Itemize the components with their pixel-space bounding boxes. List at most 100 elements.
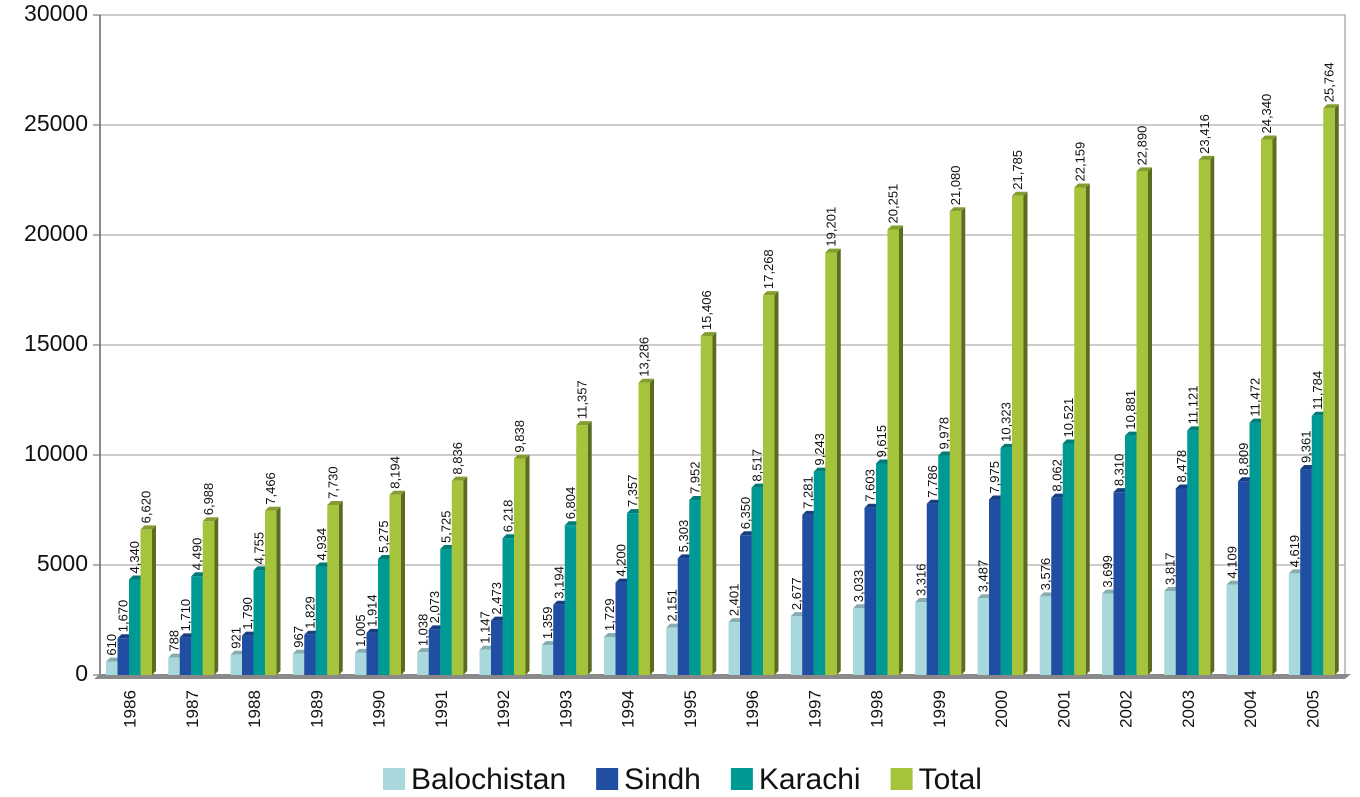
bar-side — [899, 225, 903, 675]
x-tick-label: 1996 — [743, 690, 762, 728]
bar — [763, 295, 775, 675]
bar-top — [327, 500, 343, 505]
data-label: 1,670 — [116, 600, 131, 633]
bar — [1136, 171, 1148, 676]
y-tick-label: 20000 — [24, 220, 88, 246]
bar-side — [650, 378, 654, 675]
data-label: 921 — [229, 627, 244, 649]
bar-top — [887, 225, 903, 230]
data-label: 2,677 — [789, 578, 804, 611]
data-label: 10,323 — [999, 402, 1014, 442]
bar-top — [763, 291, 779, 296]
bar — [304, 634, 316, 675]
x-tick-label: 1994 — [619, 690, 638, 728]
bar-top — [576, 421, 592, 426]
data-label: 7,786 — [925, 465, 940, 498]
data-label: 9,615 — [874, 425, 889, 458]
bar — [502, 538, 514, 675]
data-label: 7,975 — [987, 461, 1002, 494]
bar — [315, 566, 328, 675]
bar — [864, 507, 876, 675]
y-tick-label: 15000 — [24, 330, 88, 356]
bar — [1249, 422, 1261, 675]
bar — [728, 622, 740, 675]
x-tick-label: 1992 — [494, 690, 513, 728]
bar-side — [1210, 155, 1215, 675]
bar — [1175, 488, 1188, 675]
data-label: 8,478 — [1174, 450, 1189, 483]
data-label: 8,062 — [1049, 459, 1064, 492]
data-label: 7,603 — [863, 469, 878, 502]
data-label: 1,359 — [540, 607, 555, 640]
x-tick-label: 2005 — [1303, 690, 1322, 728]
x-tick-label: 1987 — [183, 690, 202, 728]
bar — [179, 637, 192, 675]
bar-top — [825, 248, 841, 253]
y-tick-label: 30000 — [24, 0, 88, 26]
data-label: 1,710 — [178, 599, 193, 632]
data-label: 25,764 — [1321, 62, 1336, 102]
bar-side — [338, 500, 343, 675]
data-label: 7,952 — [687, 462, 702, 495]
data-label: 2,401 — [727, 584, 742, 617]
data-label: 9,978 — [936, 417, 951, 450]
legend-swatch — [730, 768, 753, 790]
bar-top — [265, 506, 281, 511]
bar — [564, 525, 577, 675]
bar — [689, 500, 701, 675]
data-label: 6,804 — [563, 487, 578, 520]
legend-label: Balochistan — [411, 763, 566, 796]
bar — [1051, 497, 1063, 675]
legend-swatch — [596, 768, 619, 790]
bar — [615, 582, 627, 675]
data-label: 4,619 — [1287, 535, 1302, 568]
bar — [1074, 187, 1086, 675]
data-label: 9,838 — [512, 420, 527, 453]
x-tick-label: 1995 — [681, 690, 700, 728]
bar-side — [587, 421, 592, 675]
bar — [1039, 596, 1052, 675]
bar — [553, 604, 565, 675]
data-label: 610 — [104, 634, 119, 656]
data-label: 24,340 — [1259, 94, 1274, 134]
bar — [265, 510, 277, 675]
bar — [327, 504, 339, 675]
bar — [1012, 195, 1024, 676]
bar — [451, 480, 464, 675]
bar-side — [401, 490, 405, 675]
data-label: 2,073 — [427, 591, 442, 624]
data-label: 22,890 — [1135, 126, 1150, 166]
x-tick-label: 2004 — [1241, 690, 1260, 728]
bar — [1187, 430, 1199, 675]
bar — [802, 514, 814, 675]
bar-top — [140, 525, 156, 530]
bar — [1125, 435, 1137, 675]
data-label: 23,416 — [1197, 114, 1212, 154]
data-label: 21,080 — [948, 165, 963, 205]
bar-side — [1085, 183, 1090, 675]
bar — [876, 463, 888, 675]
x-tick-label: 1991 — [432, 690, 451, 728]
legend-swatch — [890, 768, 913, 790]
bar-top — [949, 207, 966, 212]
bar — [1226, 584, 1238, 675]
data-label: 1,790 — [240, 597, 255, 630]
data-label: 15,406 — [699, 290, 714, 330]
bar — [253, 570, 265, 675]
bar — [825, 252, 837, 675]
data-label: 1,729 — [602, 598, 617, 631]
bar — [1198, 159, 1211, 675]
bar-top — [202, 517, 219, 522]
bar-top — [1012, 191, 1028, 196]
bar — [378, 558, 390, 675]
bar — [514, 458, 526, 675]
legend-swatch — [383, 768, 406, 790]
data-label: 5,725 — [438, 511, 453, 544]
x-tick-label: 1997 — [805, 690, 824, 728]
data-label: 1,147 — [478, 611, 493, 644]
bar-top — [700, 332, 717, 337]
bar — [1261, 139, 1273, 675]
y-tick-label: 25000 — [24, 110, 88, 136]
legend-label: Sindh — [624, 763, 701, 796]
